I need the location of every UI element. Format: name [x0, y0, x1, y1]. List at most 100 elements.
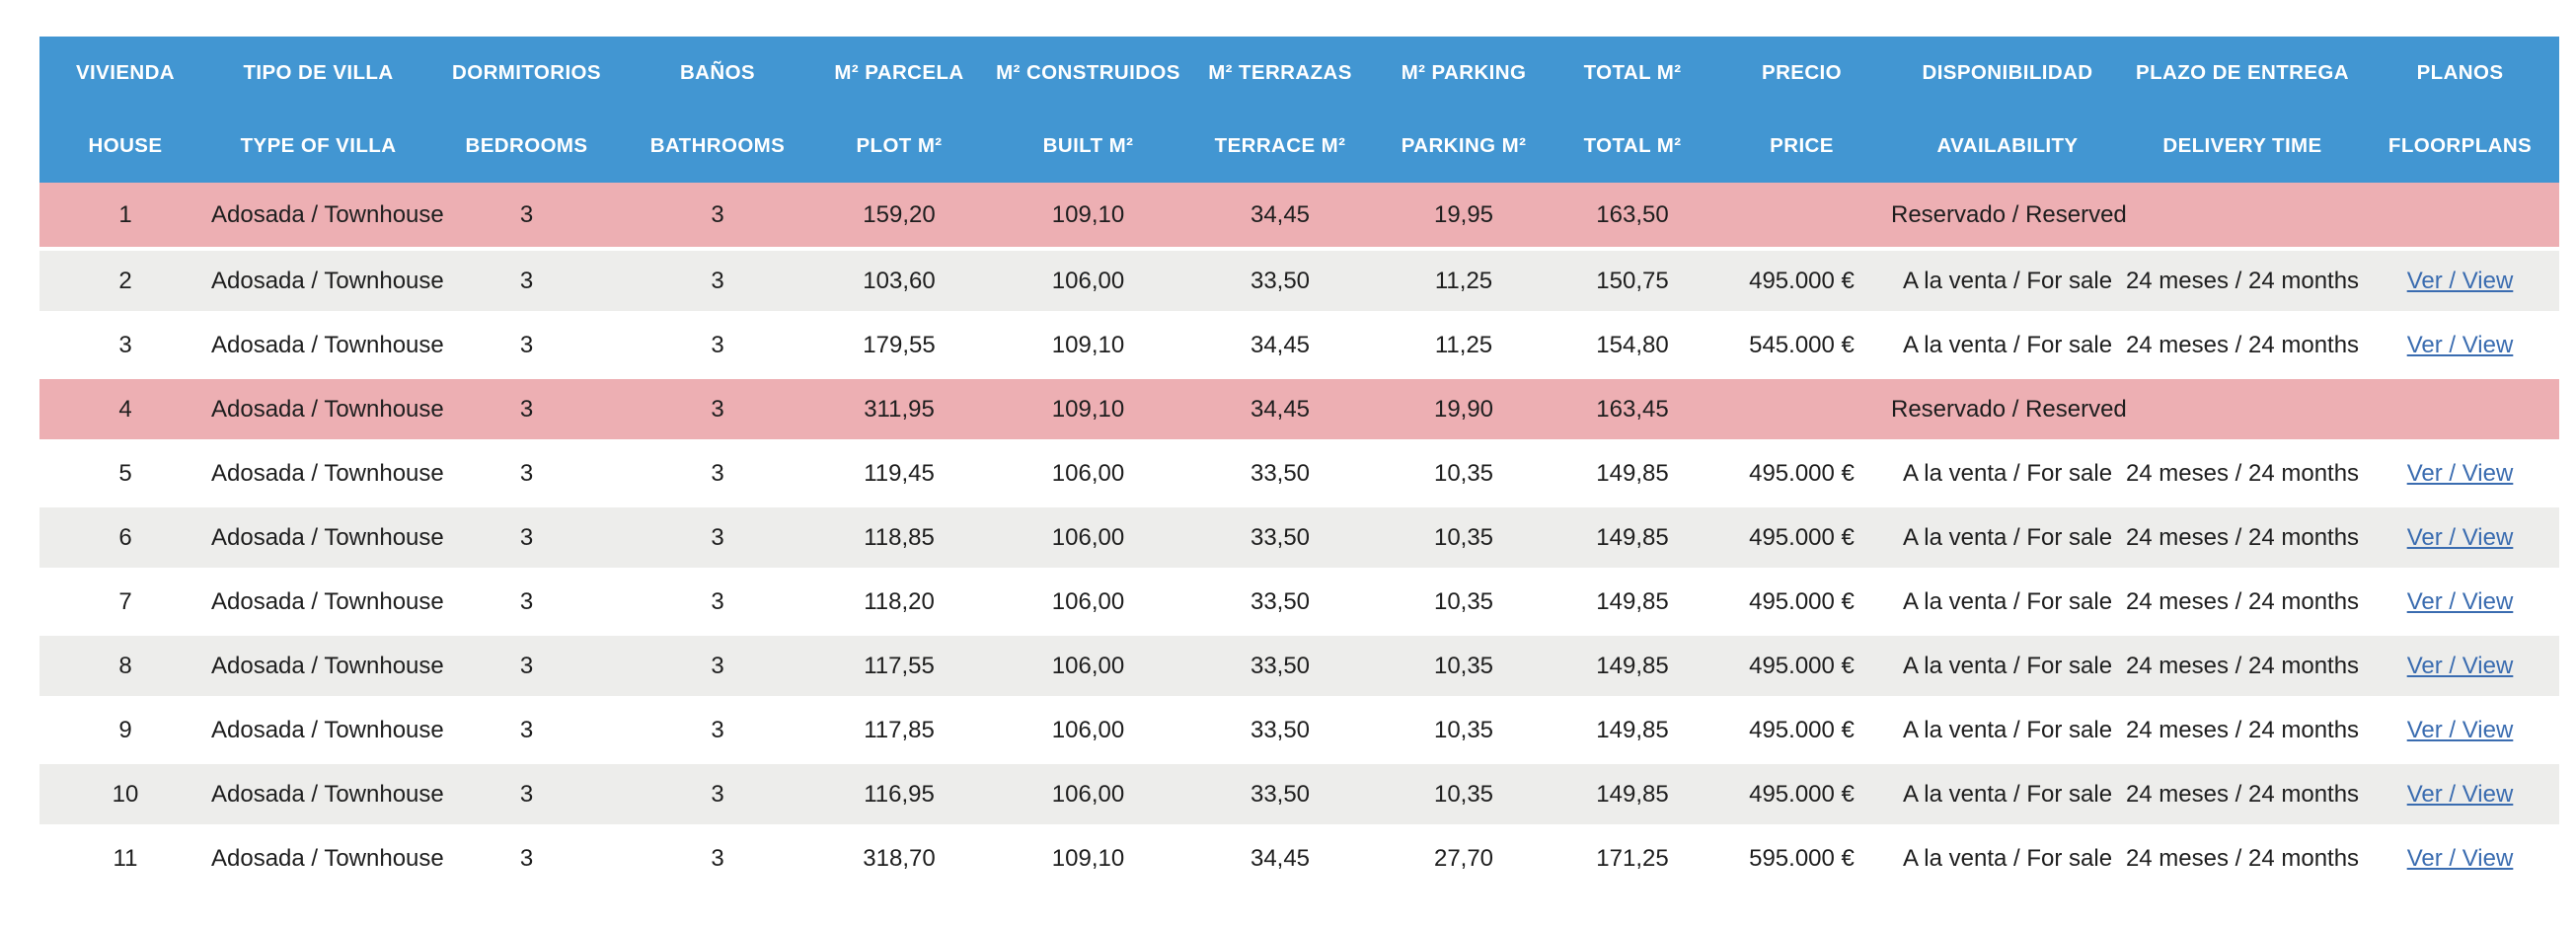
cell-plot: 118,20 [807, 568, 991, 632]
cell-bedrooms: 3 [425, 311, 628, 375]
cell-bathrooms: 3 [628, 568, 807, 632]
cell-total: 171,25 [1553, 824, 1712, 889]
header-row-english: HOUSE TYPE OF VILLA BEDROOMS BATHROOMS PLOT … [39, 110, 2559, 183]
cell-parking: 10,35 [1375, 632, 1553, 696]
floorplan-link[interactable]: Ver / View [2406, 459, 2514, 487]
cell-type: Adosada / Townhouse [211, 311, 444, 375]
header-terrace-en: TERRACE M² [1185, 110, 1375, 183]
cell-parking: 10,35 [1375, 439, 1553, 503]
cell-bathrooms: 3 [628, 696, 807, 760]
cell-built: 109,10 [991, 183, 1185, 247]
table-row-house-4: 4 Adosada / Townhouse 3 3 311,95 109,10 34,45 1… [39, 375, 2559, 439]
cell-total: 149,85 [1553, 696, 1712, 760]
floorplan-link[interactable]: Ver / View [2406, 844, 2514, 872]
cell-delivery: 24 meses / 24 months [2124, 247, 2361, 311]
table-row-house-2: 2 Adosada / Townhouse 3 3 103,60 106,00 33,50 1… [39, 247, 2559, 311]
cell-delivery [2124, 183, 2361, 247]
cell-terrace: 33,50 [1185, 632, 1375, 696]
floorplan-link[interactable]: Ver / View [2406, 780, 2514, 808]
cell-total: 149,85 [1553, 760, 1712, 824]
cell-price [1712, 375, 1891, 439]
header-total-es: TOTAL M² [1553, 37, 1712, 110]
cell-delivery: 24 meses / 24 months [2124, 503, 2361, 568]
cell-availability: A la venta / For sale [1891, 439, 2124, 503]
header-parking-es: M² PARKING [1375, 37, 1553, 110]
cell-plans: Ver / View [2361, 632, 2559, 696]
header-delivery-en: DELIVERY TIME [2124, 110, 2361, 183]
floorplan-link[interactable]: Ver / View [2406, 652, 2514, 679]
floorplan-link[interactable]: Ver / View [2406, 587, 2514, 615]
cell-plot: 103,60 [807, 247, 991, 311]
cell-plans: Ver / View [2361, 247, 2559, 311]
cell-bedrooms: 3 [425, 568, 628, 632]
cell-bathrooms: 3 [628, 183, 807, 247]
cell-parking: 10,35 [1375, 696, 1553, 760]
cell-terrace: 33,50 [1185, 760, 1375, 824]
floorplan-link[interactable]: Ver / View [2406, 267, 2514, 294]
cell-bedrooms: 3 [425, 375, 628, 439]
cell-price: 595.000 € [1712, 824, 1891, 889]
header-house-en: HOUSE [39, 110, 211, 183]
cell-total: 149,85 [1553, 632, 1712, 696]
header-total-en: TOTAL M² [1553, 110, 1712, 183]
cell-bedrooms: 3 [425, 503, 628, 568]
cell-terrace: 34,45 [1185, 183, 1375, 247]
header-plot-en: PLOT M² [807, 110, 991, 183]
cell-parking: 27,70 [1375, 824, 1553, 889]
cell-availability: A la venta / For sale [1891, 760, 2124, 824]
cell-price: 495.000 € [1712, 503, 1891, 568]
cell-type: Adosada / Townhouse [211, 632, 444, 696]
cell-built: 106,00 [991, 503, 1185, 568]
cell-plot: 118,85 [807, 503, 991, 568]
cell-plans: Ver / View [2361, 439, 2559, 503]
cell-bathrooms: 3 [628, 760, 807, 824]
floorplan-link[interactable]: Ver / View [2406, 331, 2514, 358]
header-bathrooms-es: BAÑOS [628, 37, 807, 110]
cell-delivery: 24 meses / 24 months [2124, 439, 2361, 503]
cell-total: 149,85 [1553, 503, 1712, 568]
cell-house: 3 [39, 311, 211, 375]
cell-built: 106,00 [991, 696, 1185, 760]
cell-plot: 117,55 [807, 632, 991, 696]
floorplan-link[interactable]: Ver / View [2406, 523, 2514, 551]
cell-type: Adosada / Townhouse [211, 760, 444, 824]
cell-availability: Reservado / Reserved [1891, 183, 2127, 247]
cell-total: 149,85 [1553, 439, 1712, 503]
floorplan-link[interactable]: Ver / View [2406, 716, 2514, 743]
cell-plot: 179,55 [807, 311, 991, 375]
header-price-en: PRICE [1712, 110, 1891, 183]
table-row-house-8: 8 Adosada / Townhouse 3 3 117,55 106,00 33,50 1… [39, 632, 2559, 696]
cell-bedrooms: 3 [425, 439, 628, 503]
cell-availability: A la venta / For sale [1891, 503, 2124, 568]
cell-delivery: 24 meses / 24 months [2124, 632, 2361, 696]
cell-house: 6 [39, 503, 211, 568]
table-row-house-1: 1 Adosada / Townhouse 3 3 159,20 109,10 34,45 1… [39, 183, 2559, 247]
cell-bathrooms: 3 [628, 503, 807, 568]
cell-plans: Ver / View [2361, 568, 2559, 632]
cell-type: Adosada / Townhouse [211, 696, 444, 760]
cell-parking: 19,95 [1375, 183, 1553, 247]
cell-bedrooms: 3 [425, 696, 628, 760]
cell-bathrooms: 3 [628, 632, 807, 696]
cell-price: 495.000 € [1712, 696, 1891, 760]
cell-delivery: 24 meses / 24 months [2124, 760, 2361, 824]
cell-parking: 11,25 [1375, 247, 1553, 311]
cell-terrace: 34,45 [1185, 311, 1375, 375]
cell-total: 163,50 [1553, 183, 1712, 247]
cell-plans [2361, 375, 2559, 439]
cell-bedrooms: 3 [425, 247, 628, 311]
cell-house: 1 [39, 183, 211, 247]
header-plans-en: FLOORPLANS [2361, 110, 2559, 183]
header-delivery-es: PLAZO DE ENTREGA [2124, 37, 2361, 110]
table-row-house-11: 11 Adosada / Townhouse 3 3 318,70 109,10 34,45… [39, 824, 2559, 889]
cell-bedrooms: 3 [425, 632, 628, 696]
cell-price: 495.000 € [1712, 760, 1891, 824]
cell-built: 109,10 [991, 824, 1185, 889]
table-body: 1 Adosada / Townhouse 3 3 159,20 109,10 34,45 1… [39, 183, 2559, 889]
cell-availability: Reservado / Reserved [1891, 375, 2127, 439]
cell-parking: 11,25 [1375, 311, 1553, 375]
cell-house: 11 [39, 824, 211, 889]
header-type-en: TYPE OF VILLA [211, 110, 425, 183]
cell-house: 8 [39, 632, 211, 696]
cell-bathrooms: 3 [628, 439, 807, 503]
